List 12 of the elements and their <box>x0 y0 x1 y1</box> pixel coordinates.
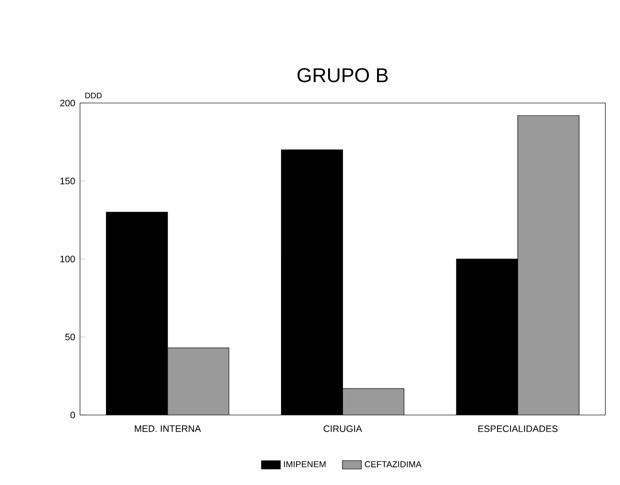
legend-label: IMIPENEM <box>284 461 326 468</box>
y-axis-title: DDD <box>85 92 102 98</box>
y-tick-label: 50 <box>65 334 75 340</box>
chart-title: GRUPO B <box>298 68 388 82</box>
legend-label: CEFTAZIDIMA <box>364 461 422 468</box>
y-tick-label: 0 <box>70 412 75 418</box>
x-tick-label: CIRUGIA <box>324 425 362 432</box>
y-tick-label: 200 <box>60 100 75 106</box>
y-tick-label: 150 <box>60 178 75 184</box>
x-tick-label: MED. INTERNA <box>134 425 201 432</box>
x-tick-label: ESPECIALIDADES <box>478 425 558 432</box>
y-tick-label: 100 <box>60 256 75 262</box>
